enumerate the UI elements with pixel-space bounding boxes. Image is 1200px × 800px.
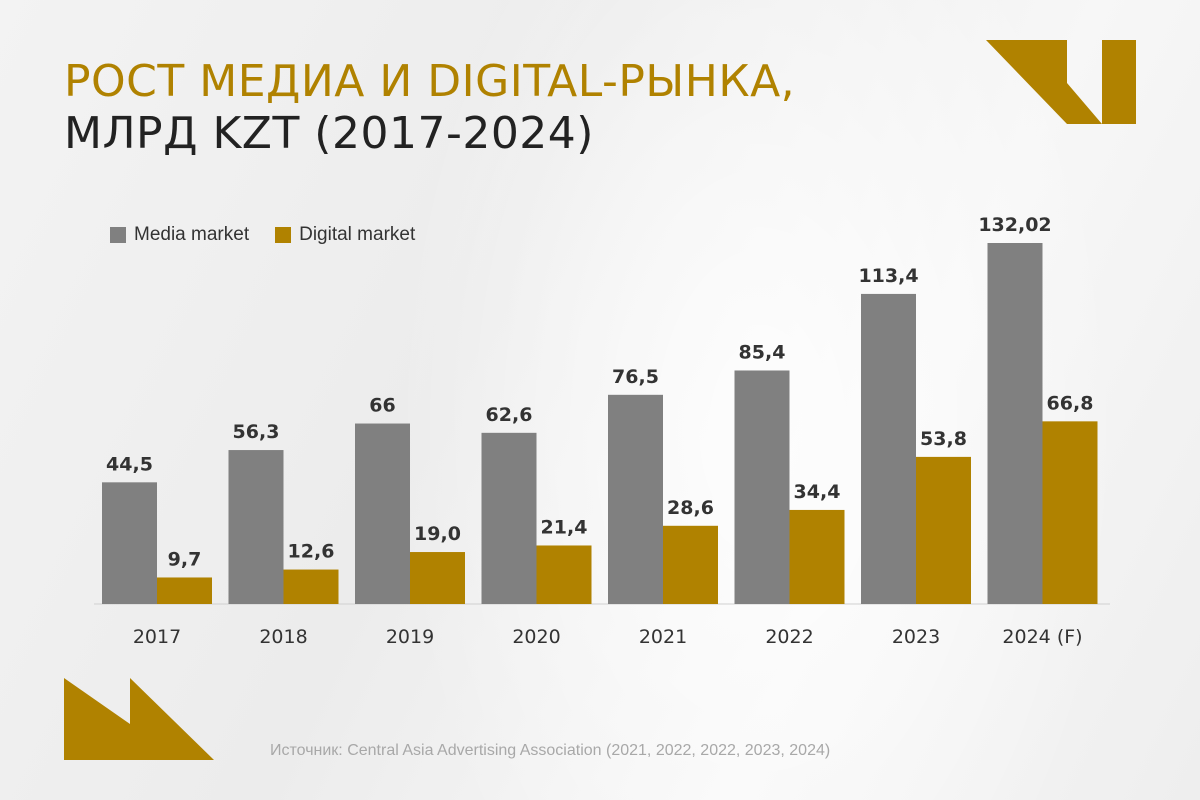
legend-item-digital: Digital market: [275, 224, 415, 246]
bar-digital-2018: [283, 569, 339, 604]
source-note: Источник: Central Asia Advertising Assoc…: [270, 742, 831, 759]
bar-media-2017: [102, 482, 157, 604]
bar-media-2022: [734, 370, 790, 604]
value-label-media-2023: 113,4: [858, 265, 918, 287]
value-label-digital-2017: 9,7: [168, 548, 202, 570]
legend-label-media: Media market: [134, 224, 250, 245]
corner-arrow-bottom-left-icon: [64, 678, 214, 760]
x-tick-label-2017: 2017: [133, 626, 181, 648]
bar-media-2019: [355, 423, 410, 604]
corner-arrow-top-right-icon: [986, 40, 1136, 124]
value-label-digital-2018: 12,6: [288, 541, 335, 563]
bar-media-2018: [228, 450, 284, 604]
bar-digital-2020: [536, 545, 592, 604]
value-label-digital-2019: 19,0: [414, 523, 461, 545]
value-label-digital-2020: 21,4: [541, 516, 588, 538]
bar-media-2023: [861, 293, 916, 604]
value-label-media-2017: 44,5: [106, 453, 153, 475]
bar-digital-2017: [157, 577, 212, 604]
title-line-1: РОСТ МЕДИА И DIGITAL-РЫНКА,: [64, 56, 796, 107]
value-label-digital-2022: 34,4: [794, 481, 841, 503]
value-label-digital-2021: 28,6: [667, 497, 714, 519]
value-label-media-2018: 56,3: [233, 421, 280, 443]
x-tick-label-2021: 2021: [639, 626, 687, 648]
bar-digital-2023: [916, 456, 971, 604]
bar-media-2024F: [987, 243, 1043, 604]
x-tick-label-2023: 2023: [892, 626, 940, 648]
x-tick-label-2022: 2022: [765, 626, 813, 648]
bar-digital-2022: [789, 509, 845, 604]
value-label-media-2024F: 132,02: [978, 214, 1051, 236]
value-label-media-2020: 62,6: [486, 404, 533, 426]
chart-legend: Media market Digital market: [110, 224, 441, 246]
bar-media-2021: [608, 394, 663, 604]
value-label-media-2022: 85,4: [739, 341, 786, 363]
x-tick-label-2018: 2018: [259, 626, 307, 648]
page-title: РОСТ МЕДИА И DIGITAL-РЫНКА, МЛРД KZT (20…: [64, 56, 795, 160]
bar-digital-2019: [410, 552, 465, 604]
x-tick-label-2019: 2019: [386, 626, 434, 648]
legend-swatch-digital: [275, 227, 292, 243]
bar-media-2020: [481, 432, 537, 604]
value-label-media-2021: 76,5: [612, 366, 659, 388]
x-tick-label-2020: 2020: [512, 626, 560, 648]
value-label-media-2019: 66: [369, 395, 395, 417]
bar-digital-2021: [663, 525, 718, 604]
legend-label-digital: Digital market: [299, 224, 416, 245]
title-line-2: МЛРД KZT (2017-2024): [64, 108, 594, 159]
value-label-digital-2024F: 66,8: [1047, 392, 1094, 414]
legend-item-media: Media market: [110, 224, 249, 246]
x-tick-label-2024F: 2024 (F): [1002, 626, 1082, 648]
value-label-digital-2023: 53,8: [920, 428, 967, 450]
bar-digital-2024F: [1042, 421, 1098, 604]
legend-swatch-media: [110, 227, 126, 243]
